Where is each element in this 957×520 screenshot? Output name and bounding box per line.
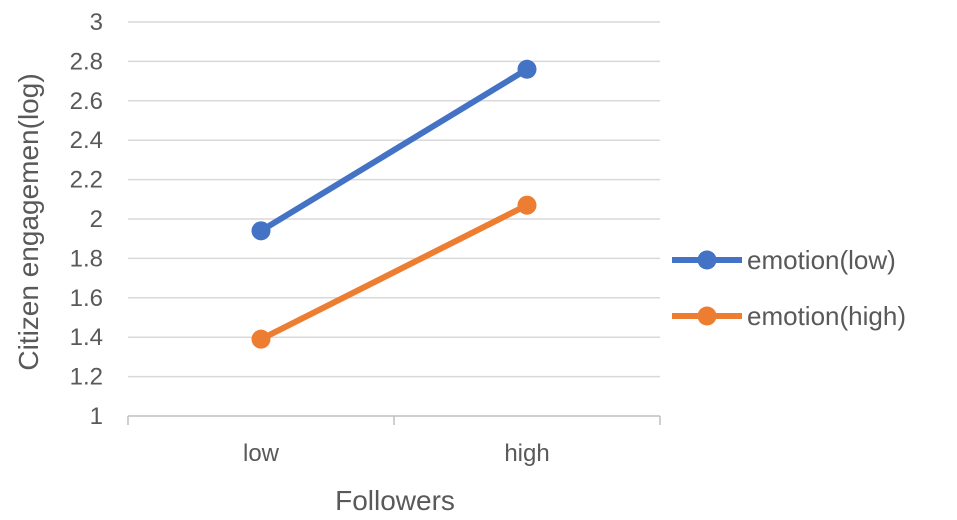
y-tick-label: 2.4	[70, 127, 103, 154]
x-axis-ticks: low high	[243, 440, 550, 467]
y-tick-label: 1.8	[70, 245, 103, 272]
data-point	[517, 59, 537, 79]
y-tick-label: 2.8	[70, 48, 103, 75]
legend-marker	[697, 306, 717, 326]
y-tick-label: 2.2	[70, 167, 103, 194]
y-tick-label: 1.2	[70, 364, 103, 391]
x-axis	[127, 415, 661, 425]
legend: emotion(low) emotion(high)	[672, 245, 906, 331]
legend-marker	[697, 250, 717, 270]
data-point	[517, 195, 537, 215]
series-line	[258, 202, 530, 343]
y-tick-label: 1	[90, 403, 103, 430]
y-tick-label: 2.6	[70, 88, 103, 115]
y-axis-title: Citizen engagemen(log)	[13, 73, 44, 370]
y-tick-label: 1.6	[70, 285, 103, 312]
data-point	[251, 329, 271, 349]
legend-label: emotion(high)	[747, 301, 906, 331]
series-group	[251, 59, 537, 349]
y-tick-label: 3	[90, 9, 103, 36]
x-tick-label: high	[504, 440, 549, 467]
data-point	[251, 221, 271, 241]
y-tick-label: 2	[90, 206, 103, 233]
y-tick-label: 1.4	[70, 324, 103, 351]
x-tick-label: low	[243, 440, 280, 467]
x-axis-title: Followers	[335, 485, 455, 516]
y-axis-ticks: 1 1.2 1.4 1.6 1.8 2 2.2 2.4 2.6 2.8 3	[70, 9, 103, 430]
series-line	[258, 66, 530, 234]
gridlines	[128, 21, 660, 378]
legend-label: emotion(low)	[747, 245, 896, 275]
